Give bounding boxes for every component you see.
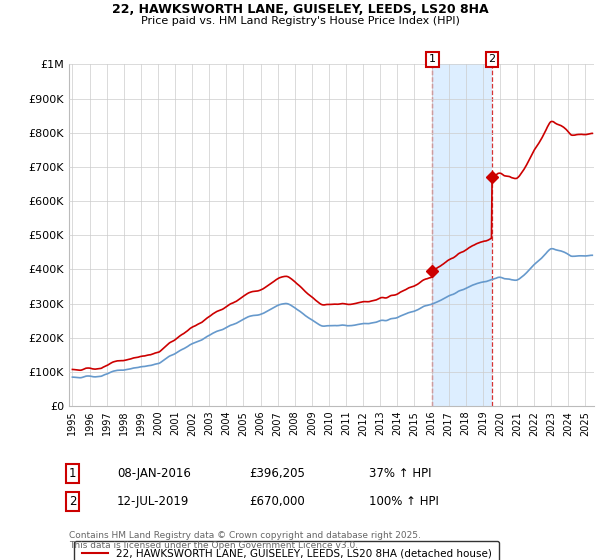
Text: 08-JAN-2016: 08-JAN-2016 <box>117 466 191 480</box>
Text: 2: 2 <box>488 54 496 64</box>
Text: 2: 2 <box>69 494 77 508</box>
Text: 100% ↑ HPI: 100% ↑ HPI <box>369 494 439 508</box>
Legend: 22, HAWKSWORTH LANE, GUISELEY, LEEDS, LS20 8HA (detached house), HPI: Average pr: 22, HAWKSWORTH LANE, GUISELEY, LEEDS, LS… <box>74 541 499 560</box>
Text: 1: 1 <box>69 466 77 480</box>
Text: Contains HM Land Registry data © Crown copyright and database right 2025.
This d: Contains HM Land Registry data © Crown c… <box>69 531 421 550</box>
Text: Price paid vs. HM Land Registry's House Price Index (HPI): Price paid vs. HM Land Registry's House … <box>140 16 460 26</box>
Text: £670,000: £670,000 <box>249 494 305 508</box>
Text: 12-JUL-2019: 12-JUL-2019 <box>117 494 190 508</box>
Bar <box>432 64 492 406</box>
Text: 1: 1 <box>429 54 436 64</box>
Text: £396,205: £396,205 <box>249 466 305 480</box>
Text: 37% ↑ HPI: 37% ↑ HPI <box>369 466 431 480</box>
Text: 22, HAWKSWORTH LANE, GUISELEY, LEEDS, LS20 8HA: 22, HAWKSWORTH LANE, GUISELEY, LEEDS, LS… <box>112 3 488 16</box>
